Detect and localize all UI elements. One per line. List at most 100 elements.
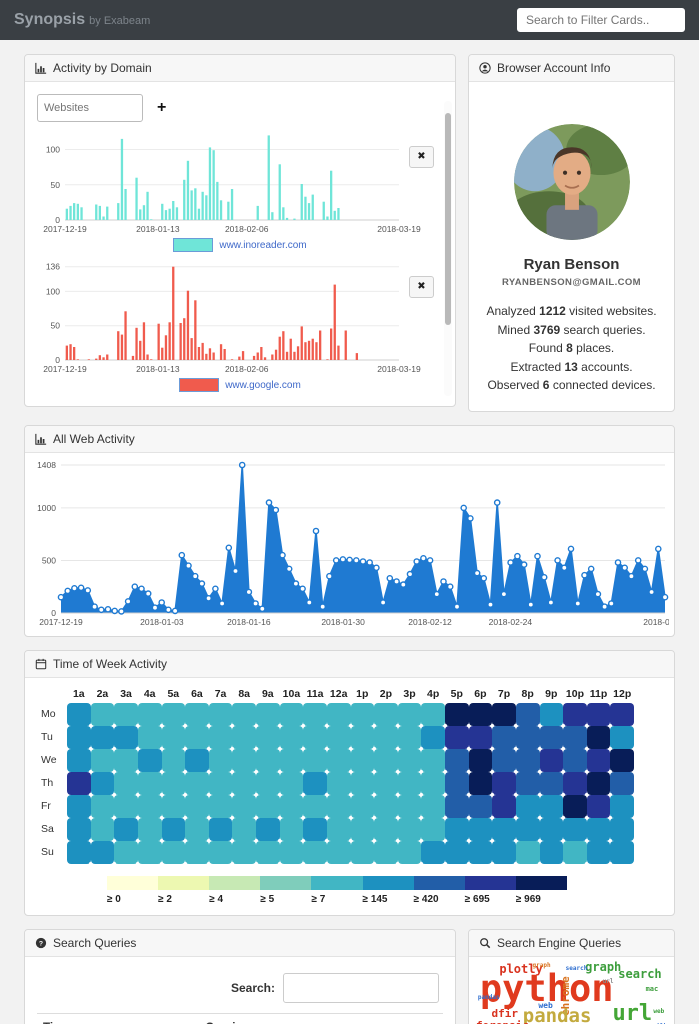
heatmap-cell[interactable] — [492, 702, 517, 728]
heatmap-cell[interactable] — [610, 794, 636, 820]
wordcloud-word[interactable]: plotly — [499, 962, 543, 977]
heatmap-cell[interactable] — [137, 840, 163, 866]
heatmap-cell[interactable] — [421, 702, 447, 728]
heatmap-cell[interactable] — [563, 840, 588, 866]
close-chart-button[interactable]: ✖ — [409, 146, 434, 168]
heatmap-cell[interactable] — [256, 840, 281, 866]
heatmap-cell[interactable] — [563, 725, 588, 751]
heatmap-cell[interactable] — [279, 794, 305, 820]
wordcloud-word[interactable]: python — [479, 967, 614, 1011]
heatmap-cell[interactable] — [374, 725, 399, 751]
all-web-activity-area-chart[interactable]: 0 500 1000 1408 2017-12-19 2018-01-03 2018-01-… — [29, 457, 687, 629]
heatmap-cell[interactable] — [350, 840, 376, 866]
heatmap-cell[interactable] — [421, 748, 447, 774]
heatmap-cell[interactable] — [374, 748, 399, 774]
heatmap-cell[interactable] — [137, 771, 163, 797]
heatmap-cell[interactable] — [468, 725, 494, 751]
heatmap-cell[interactable] — [256, 748, 281, 774]
chart-legend[interactable]: www.google.com — [37, 378, 443, 392]
heatmap-cell[interactable] — [539, 840, 565, 866]
sort-icon[interactable]: ↑↓ — [428, 1022, 437, 1024]
heatmap-cell[interactable] — [610, 817, 636, 843]
heatmap-cell[interactable] — [114, 725, 139, 751]
heatmap-cell[interactable] — [445, 840, 470, 866]
heatmap-cell[interactable] — [279, 840, 305, 866]
heatmap-cell[interactable] — [256, 702, 281, 728]
wordcloud-word[interactable]: url — [602, 978, 614, 986]
heatmap-cell[interactable] — [350, 817, 376, 843]
heatmap-cell[interactable] — [421, 794, 447, 820]
heatmap-cell[interactable] — [468, 840, 494, 866]
google-bar-chart[interactable]: 0 50 100 136 2017-12-19 2018-01-13 2018-02-06 2… — [37, 258, 421, 376]
heatmap-cell[interactable] — [90, 725, 116, 751]
heatmap-cell[interactable] — [114, 817, 139, 843]
wordcloud-word[interactable]: mac — [645, 985, 659, 994]
heatmap-cell[interactable] — [67, 725, 92, 751]
heatmap-cell[interactable] — [326, 794, 352, 820]
heatmap-cell[interactable] — [208, 702, 234, 728]
wordcloud-word[interactable]: pandas — [477, 994, 500, 1002]
heatmap-cell[interactable] — [421, 725, 447, 751]
heatmap-cell[interactable] — [185, 725, 210, 751]
wordcloud-word[interactable]: graph — [585, 960, 622, 974]
heatmap-cell[interactable] — [421, 840, 447, 866]
heatmap-cell[interactable] — [303, 817, 328, 843]
heatmap-cell[interactable] — [421, 771, 447, 797]
heatmap-cell[interactable] — [492, 771, 517, 797]
heatmap-cell[interactable] — [279, 817, 305, 843]
heatmap-cell[interactable] — [445, 748, 470, 774]
heatmap-cell[interactable] — [232, 748, 258, 774]
heatmap-cell[interactable] — [114, 771, 139, 797]
websites-input[interactable] — [37, 94, 143, 122]
heatmap-cell[interactable] — [161, 794, 187, 820]
heatmap-cell[interactable] — [90, 794, 116, 820]
heatmap-cell[interactable] — [515, 840, 541, 866]
time-of-week-heatmap[interactable]: 1a 2a 3a 4a 5a 6a 7a 8a 9a 10a 11a 12a 1p 2p 3p 4p 5p 6p 7… — [25, 678, 674, 915]
heatmap-cell[interactable] — [137, 817, 163, 843]
heatmap-cell[interactable] — [208, 725, 234, 751]
heatmap-cell[interactable] — [185, 771, 210, 797]
heatmap-cell[interactable] — [90, 748, 116, 774]
heatmap-cell[interactable] — [397, 748, 423, 774]
heatmap-cell[interactable] — [492, 748, 517, 774]
heatmap-cell[interactable] — [67, 817, 92, 843]
heatmap-cell[interactable] — [445, 725, 470, 751]
heatmap-cell[interactable] — [610, 771, 636, 797]
heatmap-cell[interactable] — [326, 771, 352, 797]
heatmap-cell[interactable] — [303, 794, 328, 820]
heatmap-cell[interactable] — [303, 771, 328, 797]
heatmap-cell[interactable] — [397, 840, 423, 866]
heatmap-cell[interactable] — [586, 771, 612, 797]
heatmap-cell[interactable] — [279, 771, 305, 797]
heatmap-cell[interactable] — [350, 725, 376, 751]
heatmap-cell[interactable] — [185, 840, 210, 866]
inoreader-bar-chart[interactable]: 0 50 100 2017-12-19 2018-01-13 2018-02-06 2018… — [37, 128, 421, 236]
heatmap-cell[interactable] — [67, 702, 92, 728]
heatmap-cell[interactable] — [515, 725, 541, 751]
heatmap-cell[interactable] — [586, 725, 612, 751]
wordcloud-word[interactable]: url — [612, 1001, 653, 1024]
heatmap-cell[interactable] — [67, 748, 92, 774]
heatmap-cell[interactable] — [350, 794, 376, 820]
heatmap-cell[interactable] — [515, 702, 541, 728]
heatmap-cell[interactable] — [445, 817, 470, 843]
heatmap-cell[interactable] — [185, 702, 210, 728]
heatmap-cell[interactable] — [67, 840, 92, 866]
heatmap-cell[interactable] — [185, 748, 210, 774]
heatmap-cell[interactable] — [303, 840, 328, 866]
heatmap-cell[interactable] — [90, 840, 116, 866]
heatmap-cell[interactable] — [397, 771, 423, 797]
heatmap-cell[interactable] — [445, 702, 470, 728]
heatmap-cell[interactable] — [232, 702, 258, 728]
heatmap-cell[interactable] — [515, 771, 541, 797]
heatmap-cell[interactable] — [256, 794, 281, 820]
heatmap-cell[interactable] — [137, 725, 163, 751]
heatmap-cell[interactable] — [67, 771, 92, 797]
heatmap-cell[interactable] — [232, 771, 258, 797]
heatmap-cell[interactable] — [326, 748, 352, 774]
heatmap-cell[interactable] — [350, 771, 376, 797]
heatmap-cell[interactable] — [303, 702, 328, 728]
heatmap-cell[interactable] — [539, 748, 565, 774]
add-domain-button[interactable]: + — [153, 99, 170, 117]
heatmap-cell[interactable] — [397, 794, 423, 820]
